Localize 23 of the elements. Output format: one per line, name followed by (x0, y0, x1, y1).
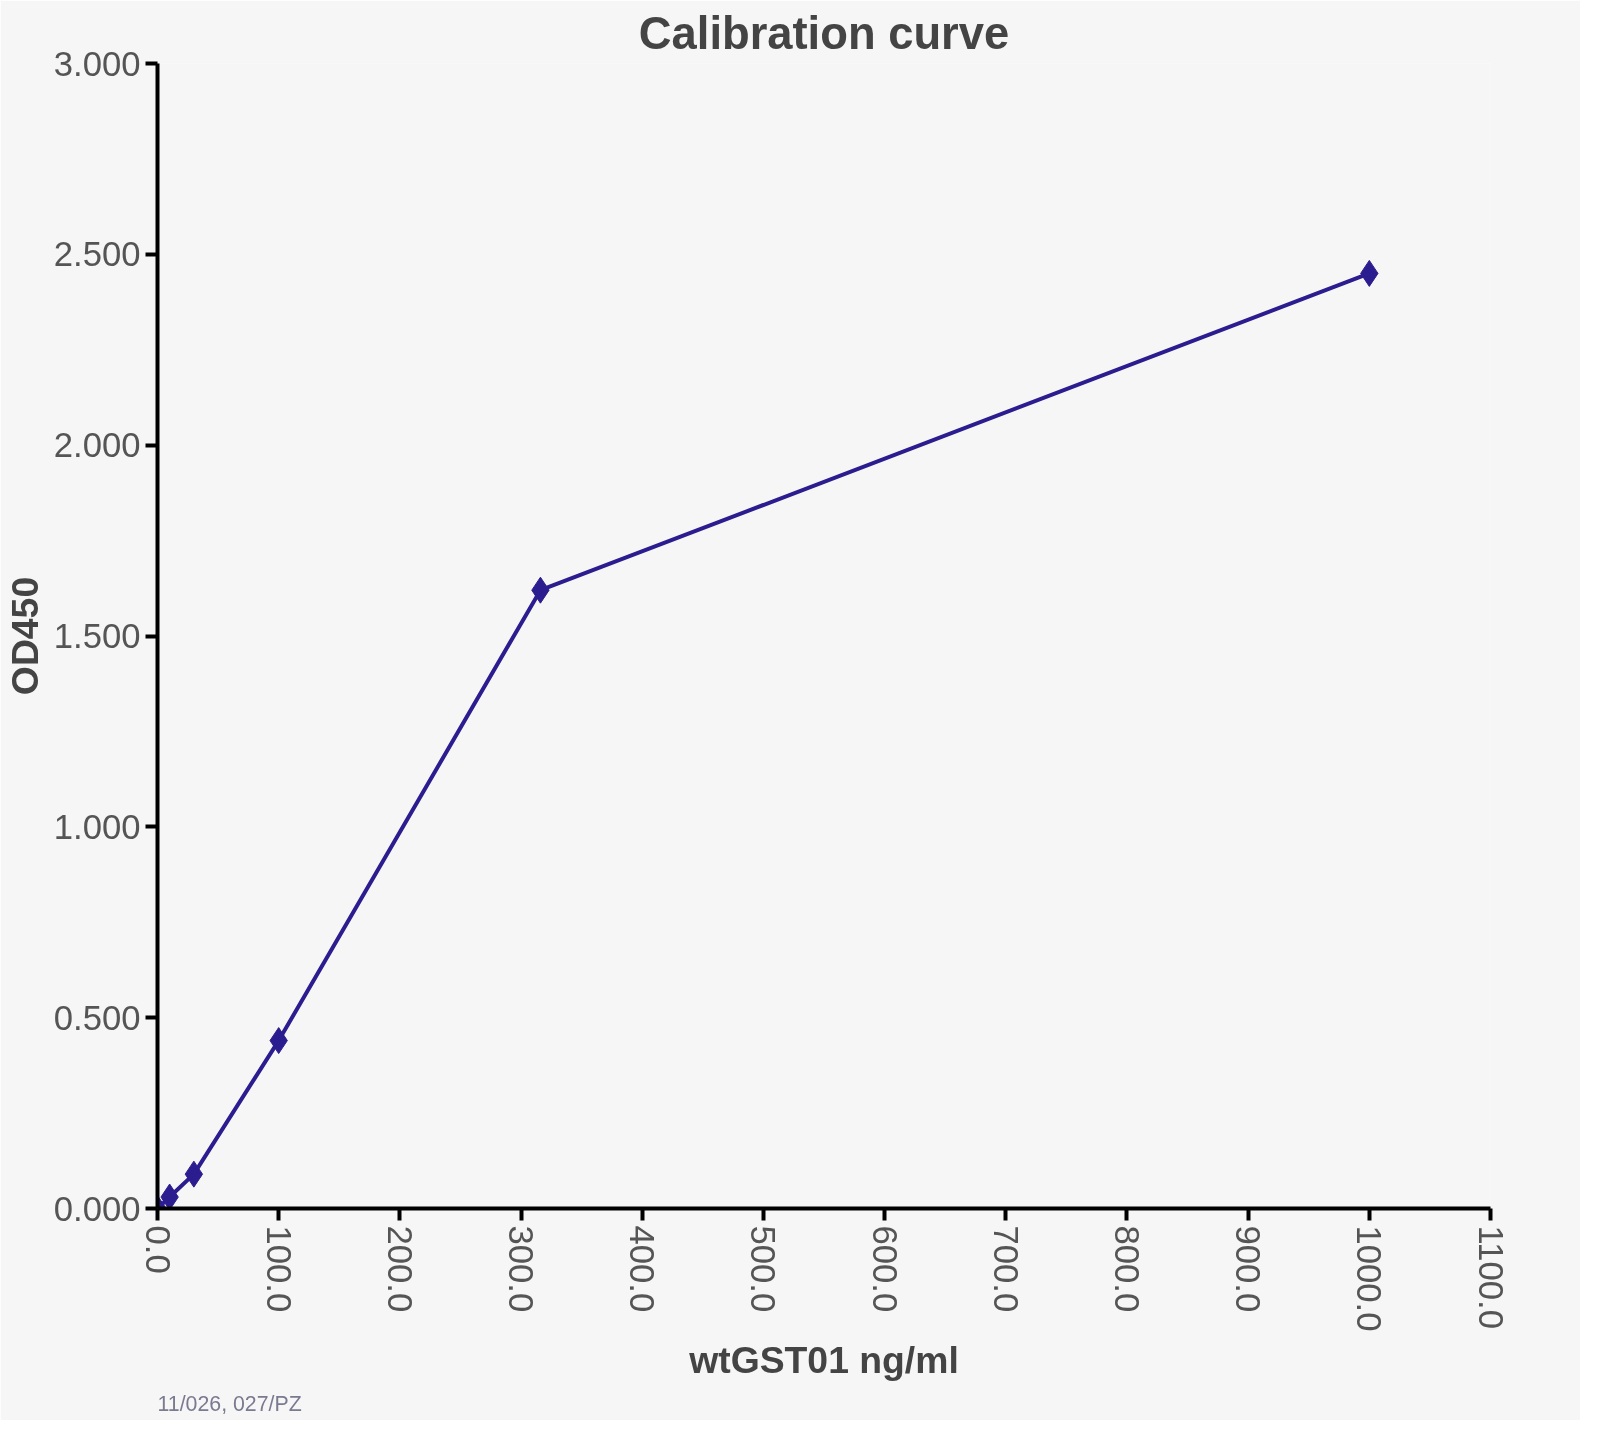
x-tick-label: 900.0 (1229, 1225, 1268, 1313)
y-tick-label: 0.500 (53, 998, 141, 1037)
x-tick-label: 800.0 (1107, 1225, 1146, 1313)
chart-title: Calibration curve (638, 7, 1010, 59)
x-tick-label: 400.0 (623, 1225, 662, 1313)
x-tick-label: 700.0 (986, 1225, 1025, 1313)
text: 11/026, 027/PZ (157, 1391, 302, 1416)
x-tick-label: 100.0 (259, 1225, 298, 1313)
x-tick-label: 0.0 (138, 1225, 177, 1274)
x-tick-label: 500.0 (744, 1225, 783, 1313)
x-tick-label: 600.0 (865, 1225, 904, 1313)
y-tick-label: 1.500 (53, 617, 141, 655)
x-tick-label: 200.0 (380, 1225, 419, 1313)
x-tick-label: 1000.0 (1350, 1225, 1389, 1332)
y-tick-label: 2.000 (53, 426, 141, 465)
y-tick-label: 2.500 (53, 235, 141, 274)
y-axis-title: OD450 (3, 576, 46, 696)
y-tick-label: 0.000 (53, 1189, 141, 1228)
x-tick-label: 300.0 (502, 1225, 541, 1313)
x-tick-label: 1100.0 (1471, 1225, 1510, 1329)
x-axis-title: wtGST01 ng/ml (688, 1339, 959, 1382)
y-tick-label: 3.000 (53, 44, 141, 83)
y-tick-label: 1.000 (53, 807, 141, 846)
